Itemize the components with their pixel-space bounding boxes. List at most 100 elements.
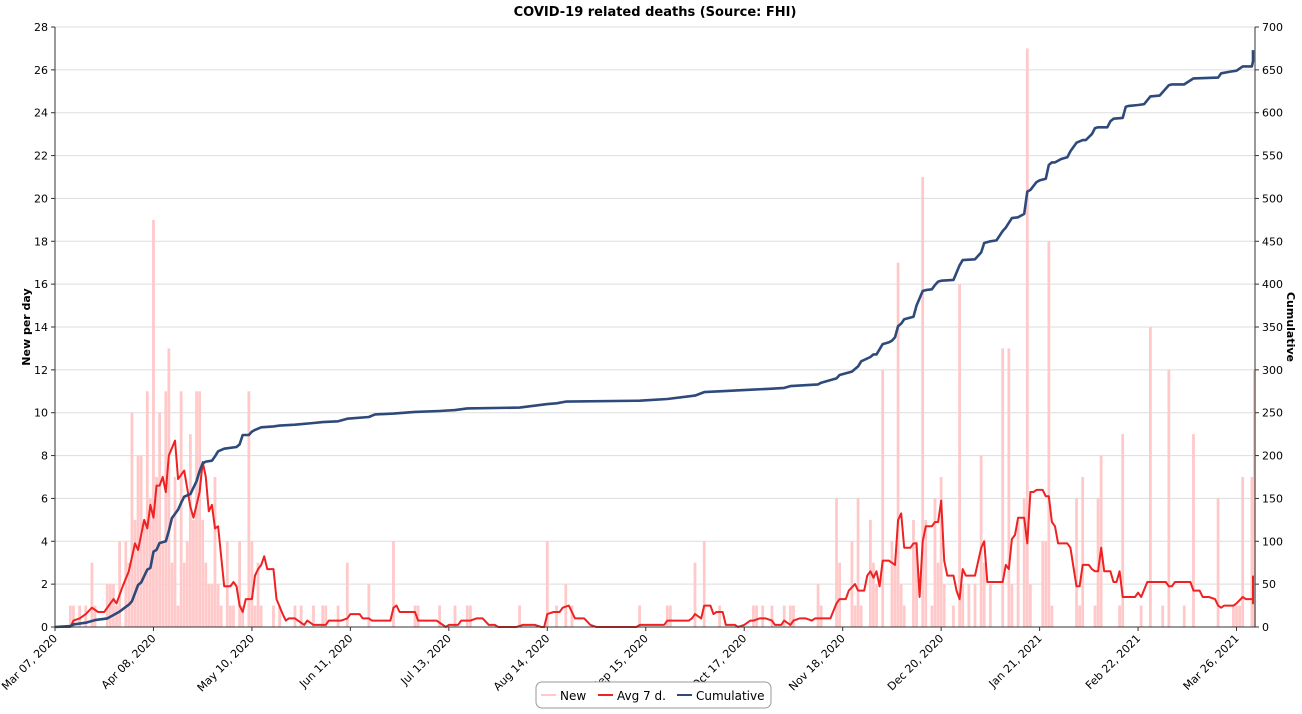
new-deaths-bar <box>1121 434 1125 627</box>
new-deaths-bar <box>1149 327 1152 627</box>
new-deaths-bar <box>345 562 349 627</box>
new-deaths-bar <box>438 605 441 627</box>
new-deaths-bar <box>1047 241 1051 628</box>
new-deaths-bar <box>219 605 223 627</box>
left-tick-label: 18 <box>34 235 48 248</box>
new-deaths-bar <box>1099 455 1103 627</box>
right-tick-label: 600 <box>1262 107 1283 120</box>
new-deaths-bar <box>967 584 971 627</box>
left-tick-label: 2 <box>41 578 48 591</box>
new-deaths-bar <box>1044 541 1048 627</box>
new-deaths-bar <box>210 584 214 627</box>
new-deaths-bar <box>130 412 134 627</box>
new-deaths-bar <box>299 605 303 627</box>
new-deaths-bar <box>638 605 641 627</box>
new-deaths-bar <box>213 477 217 627</box>
new-deaths-bar <box>942 584 946 627</box>
left-tick-label: 10 <box>34 407 48 420</box>
new-deaths-bar <box>570 605 574 627</box>
new-deaths-bar <box>1216 498 1220 627</box>
new-deaths-bar <box>164 391 168 627</box>
right-axis-ticks: 0 50 100 150 200 250 300 350 400 450 500 550 600 650 7… <box>1255 21 1283 634</box>
new-deaths-bar <box>718 605 721 627</box>
new-deaths-bar <box>232 605 235 627</box>
new-deaths-bar <box>850 541 854 627</box>
new-deaths-bar <box>453 605 457 627</box>
new-deaths-bar <box>189 434 192 627</box>
new-deaths-bar <box>1022 498 1026 627</box>
left-tick-label: 0 <box>41 621 48 634</box>
new-deaths-bar <box>1016 519 1020 627</box>
new-deaths-bar <box>336 605 340 627</box>
right-tick-label: 700 <box>1262 21 1283 34</box>
new-deaths-bar <box>856 498 860 627</box>
new-deaths-bar <box>170 562 174 627</box>
new-deaths-bar <box>278 605 281 627</box>
new-deaths-bar <box>367 584 371 627</box>
new-deaths-bar <box>859 605 863 627</box>
new-deaths-bar <box>1078 605 1081 627</box>
new-deaths-bar <box>198 391 201 627</box>
new-deaths-bar <box>875 584 878 627</box>
new-deaths-bar <box>853 605 857 627</box>
right-tick-label: 500 <box>1262 192 1283 205</box>
new-deaths-bar <box>158 412 161 627</box>
new-deaths-bar <box>896 262 900 627</box>
new-deaths-bar <box>989 584 992 627</box>
right-tick-label: 250 <box>1262 407 1283 420</box>
left-axis-title: New per day <box>20 288 33 365</box>
new-deaths-bar <box>167 348 171 627</box>
new-deaths-bar <box>312 605 315 627</box>
new-deaths-bar <box>238 541 241 627</box>
new-deaths-bar <box>893 562 897 627</box>
legend: New Avg 7 d. Cumulative <box>535 681 772 709</box>
new-deaths-bar <box>1118 605 1121 627</box>
new-deaths-bar <box>69 605 72 627</box>
new-deaths-bar <box>139 455 143 627</box>
new-deaths-bar <box>185 541 189 627</box>
left-tick-label: 26 <box>34 64 48 77</box>
new-deaths-bar <box>961 584 965 627</box>
new-deaths-bar <box>84 605 88 627</box>
new-deaths-bar <box>1161 605 1165 627</box>
right-tick-label: 350 <box>1262 321 1283 334</box>
new-deaths-bar <box>192 519 195 627</box>
new-deaths-bar <box>109 584 112 627</box>
legend-label-cumulative: Cumulative <box>696 689 765 703</box>
avg-7d-line <box>55 439 1254 628</box>
right-tick-label: 0 <box>1262 621 1269 634</box>
new-deaths-bar <box>564 584 568 627</box>
new-deaths-bar <box>413 605 417 627</box>
new-deaths-bar <box>93 605 97 627</box>
new-deaths-bar <box>518 605 521 627</box>
right-tick-label: 450 <box>1262 235 1283 248</box>
new-deaths-bar <box>1001 348 1005 627</box>
new-deaths-bar <box>982 562 986 627</box>
left-tick-label: 22 <box>34 150 48 163</box>
new-deaths-bar <box>1096 498 1100 627</box>
new-deaths-bar <box>915 541 918 627</box>
new-deaths-bar <box>1139 605 1143 627</box>
new-deaths-bar <box>930 605 934 627</box>
new-deaths-bar <box>241 605 245 627</box>
legend-label-avg: Avg 7 d. <box>617 689 666 703</box>
left-tick-label: 14 <box>34 321 48 334</box>
right-tick-label: 300 <box>1262 364 1283 377</box>
new-deaths-bar <box>253 605 257 627</box>
new-deaths-bar <box>72 605 75 627</box>
new-deaths-bar <box>1192 434 1195 627</box>
new-deaths-bar <box>272 605 275 627</box>
new-deaths-bar <box>201 519 205 627</box>
new-deaths-bar <box>952 605 955 627</box>
new-deaths-bar <box>1235 605 1238 627</box>
new-deaths-bar <box>204 562 208 627</box>
new-deaths-bar <box>416 605 420 627</box>
legend-label-new: New <box>560 689 586 703</box>
new-deaths-bar <box>161 541 165 627</box>
new-deaths-bar <box>176 605 180 627</box>
new-deaths-bar <box>216 584 220 627</box>
new-deaths-bar <box>902 605 906 627</box>
new-deaths-bar <box>225 541 229 627</box>
